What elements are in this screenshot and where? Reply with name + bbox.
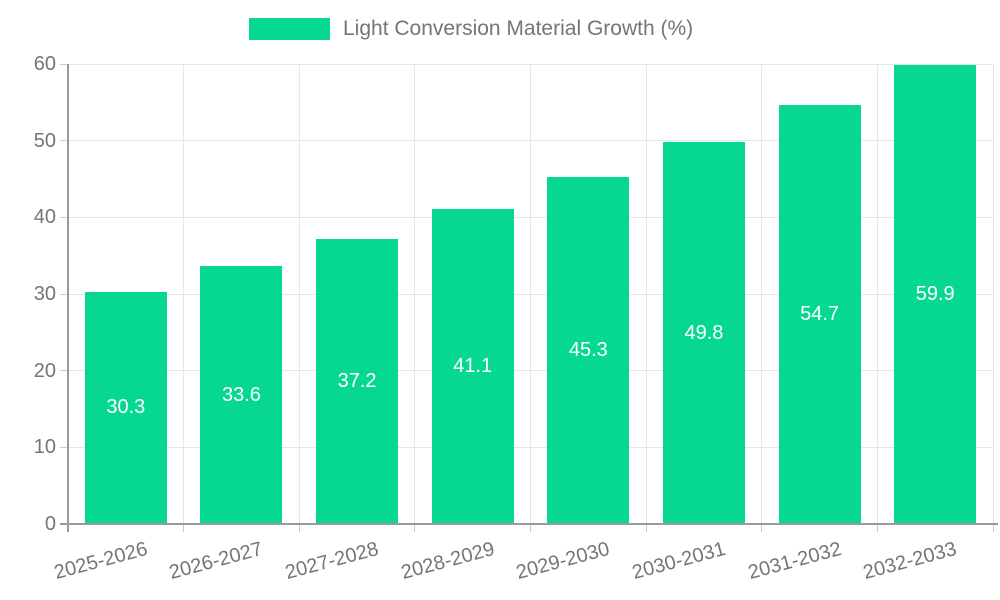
y-axis-tick	[60, 370, 68, 372]
bar[interactable]: 30.3	[84, 291, 167, 524]
gridline-vertical	[183, 64, 185, 524]
y-axis-line	[67, 64, 69, 532]
gridline-vertical	[992, 64, 994, 524]
x-axis-tick	[530, 524, 531, 532]
gridline-vertical	[414, 64, 416, 524]
x-axis-tick	[183, 524, 185, 532]
gridline-vertical	[761, 64, 763, 524]
y-axis-tick-label: 30	[33, 283, 56, 305]
bar-value-label: 49.8	[684, 321, 724, 344]
gridline-vertical	[298, 64, 300, 524]
y-axis-tick	[60, 446, 68, 448]
bar[interactable]: 33.6	[200, 266, 283, 524]
y-axis-tick	[60, 293, 68, 295]
bar-value-label: 33.6	[221, 383, 261, 406]
chart-legend[interactable]: Light Conversion Material Growth (%)	[249, 17, 693, 41]
y-axis-tick-label: 50	[33, 129, 56, 152]
x-axis-tick	[876, 524, 878, 532]
y-axis-tick-label: 10	[33, 436, 56, 459]
x-axis-tick	[761, 524, 763, 532]
bar-value-label: 59.9	[915, 282, 955, 305]
bar-value-label: 37.2	[337, 369, 377, 392]
gridline-vertical	[645, 64, 647, 524]
bar-value-label: 45.3	[568, 338, 608, 361]
x-axis-tick	[414, 524, 416, 532]
bar[interactable]: 49.8	[662, 142, 745, 524]
x-axis-tick	[645, 524, 647, 532]
x-axis-line	[60, 523, 998, 525]
bar[interactable]: 45.3	[547, 176, 630, 524]
y-axis-tick-label: 0	[44, 513, 56, 535]
y-axis-tick-label: 40	[33, 206, 56, 229]
x-axis-tick	[298, 524, 300, 532]
legend-label: Light Conversion Material Growth (%)	[343, 17, 694, 40]
legend-swatch-icon	[249, 18, 330, 40]
bar[interactable]: 41.1	[431, 208, 514, 524]
y-axis-tick	[60, 63, 68, 65]
y-axis-tick-label: 20	[33, 359, 56, 382]
bar-value-label: 30.3	[106, 396, 146, 419]
x-axis-tick	[992, 524, 994, 532]
bar[interactable]: 37.2	[316, 238, 399, 524]
bar-value-label: 41.1	[453, 354, 493, 377]
y-axis-tick	[60, 216, 68, 218]
gridline-vertical	[876, 64, 878, 524]
bar[interactable]: 54.7	[778, 104, 861, 524]
bar[interactable]: 59.9	[894, 64, 977, 524]
y-axis-tick-label: 60	[33, 53, 56, 75]
bar-value-label: 54.7	[800, 302, 840, 325]
y-axis-tick	[60, 140, 68, 142]
gridline-vertical	[530, 64, 531, 524]
